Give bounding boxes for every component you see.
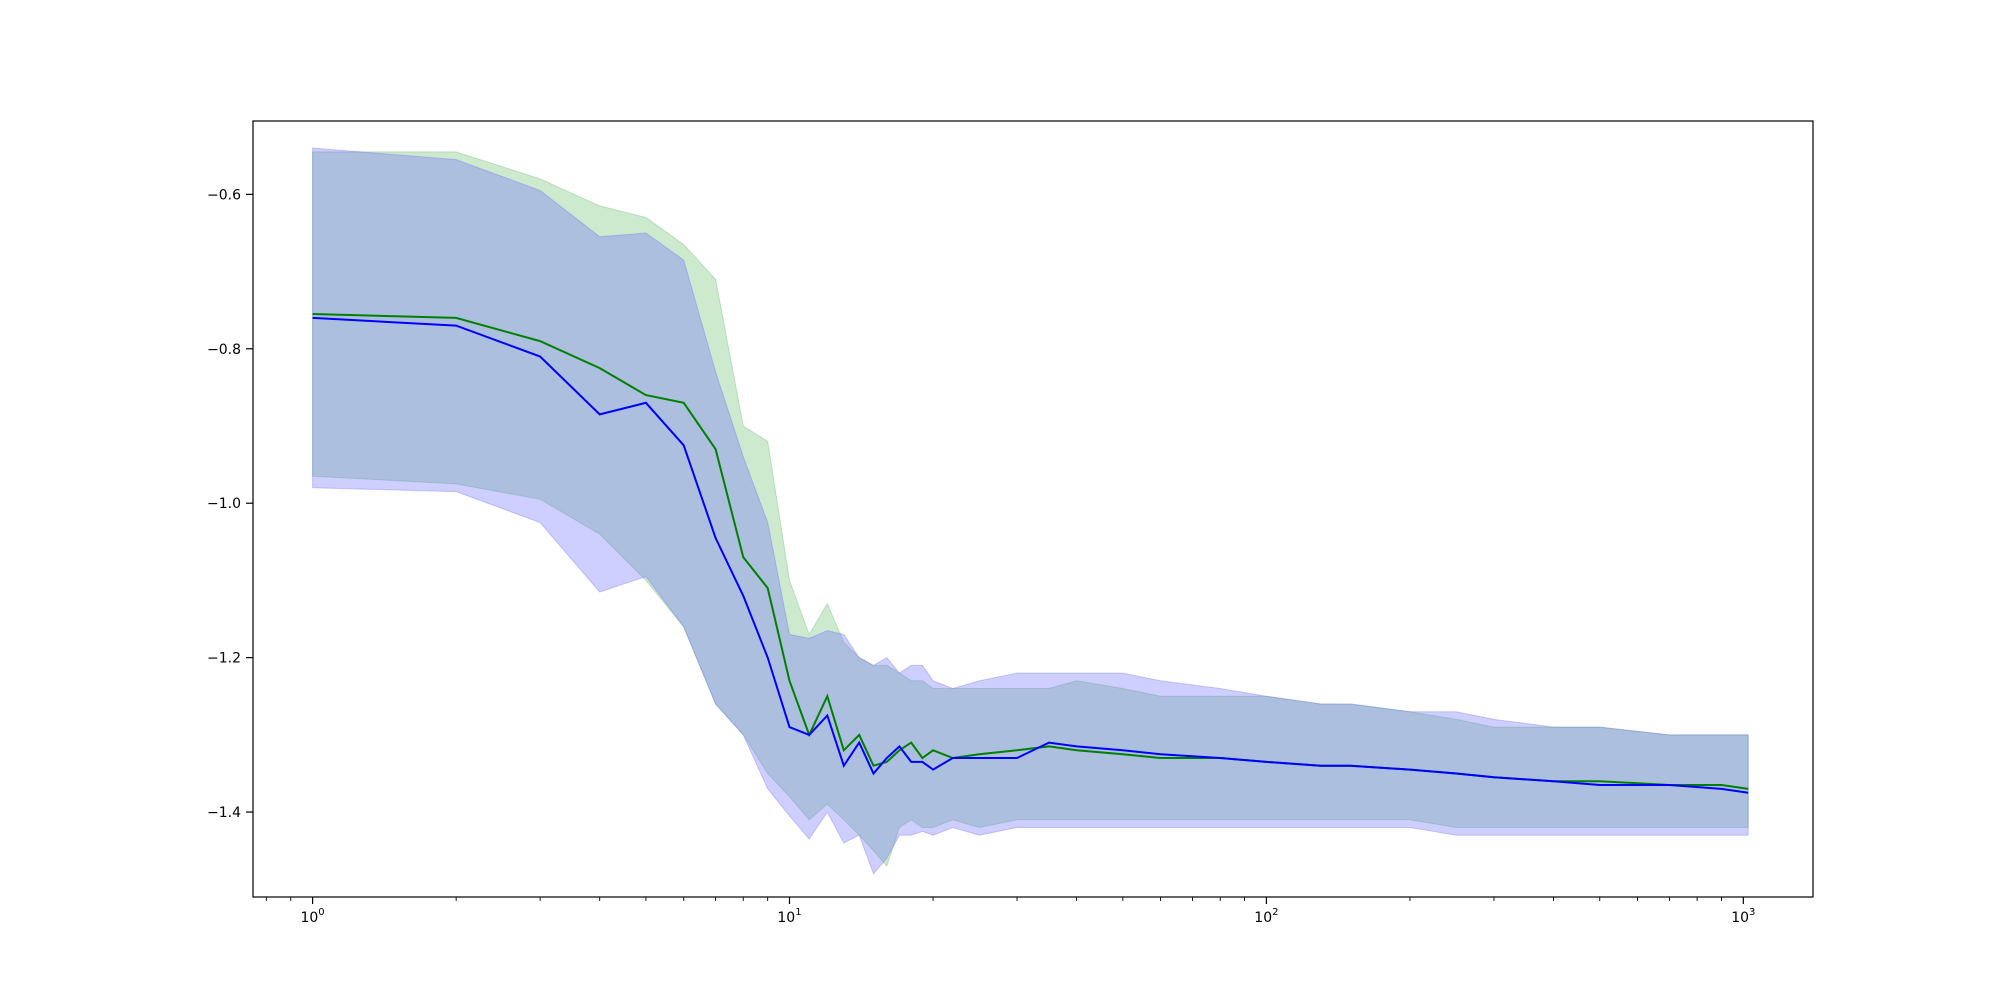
plot-frame xyxy=(252,120,1814,898)
series-1-band xyxy=(312,151,1749,868)
y-tick-label: −0.6 xyxy=(207,187,241,203)
x-tick-label: 102 xyxy=(1254,907,1278,926)
y-tick-label: −1.2 xyxy=(207,651,241,667)
confidence-bands xyxy=(312,147,1749,875)
y-tick-label: −0.8 xyxy=(207,342,241,358)
x-tick-label: 101 xyxy=(777,907,801,926)
y-axis-ticks: −1.4 −1.2 −1.0 −0.8 −0.6 xyxy=(207,187,253,821)
series-2-line xyxy=(312,316,1749,794)
series-2-band xyxy=(312,147,1749,875)
x-axis-ticks: 100 101 102 103 xyxy=(265,897,1755,926)
x-tick-label: 100 xyxy=(300,907,324,926)
x-tick-label: 103 xyxy=(1731,907,1755,926)
y-tick-label: −1.0 xyxy=(207,496,241,512)
y-tick-label: −1.4 xyxy=(207,805,241,821)
series-lines xyxy=(312,313,1749,794)
